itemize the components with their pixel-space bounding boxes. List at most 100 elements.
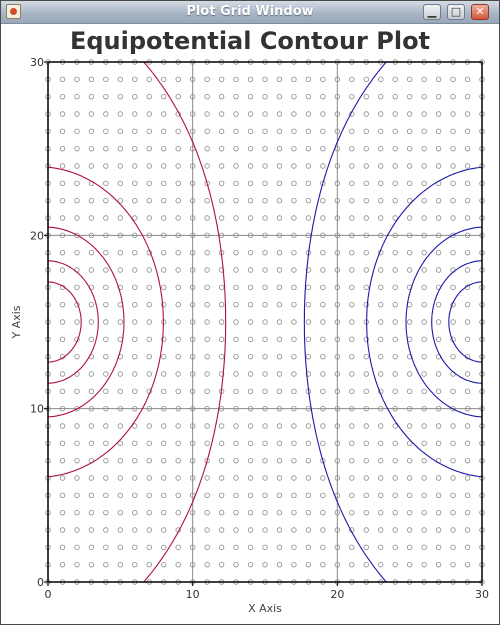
grid-point-marker	[305, 457, 312, 464]
grid-point-marker	[204, 197, 210, 204]
grid-point-marker	[189, 561, 196, 568]
grid-point-marker	[305, 475, 312, 481]
grid-point-marker	[175, 180, 181, 187]
grid-point-marker	[132, 440, 138, 447]
grid-point-marker	[189, 267, 196, 273]
grid-point-marker	[392, 353, 398, 360]
grid-point-marker	[276, 423, 283, 429]
grid-point-marker	[276, 457, 283, 464]
grid-point-marker	[59, 163, 66, 169]
grid-point-marker	[74, 388, 80, 395]
grid-point-marker	[132, 336, 138, 343]
grid-point-marker	[117, 405, 124, 412]
grid-point-marker	[132, 319, 138, 325]
grid-point-marker	[117, 111, 124, 117]
grid-point-marker	[88, 249, 95, 256]
grid-point-marker	[291, 76, 297, 83]
grid-point-marker	[146, 509, 152, 516]
grid-point-marker	[233, 353, 239, 360]
grid-point-marker	[74, 76, 80, 83]
grid-point-marker	[349, 284, 355, 291]
grid-point-marker	[247, 111, 254, 117]
grid-point-marker	[406, 475, 413, 481]
grid-point-marker	[189, 111, 196, 117]
grid-point-marker	[146, 145, 152, 152]
grid-point-marker	[233, 145, 239, 152]
grid-point-marker	[88, 440, 95, 447]
grid-point-marker	[262, 111, 268, 117]
grid-point-marker	[363, 145, 369, 152]
grid-point-marker	[421, 180, 427, 187]
grid-point-marker	[450, 492, 456, 499]
grid-point-marker	[132, 232, 138, 239]
java-app-icon[interactable]	[6, 4, 21, 19]
grid-point-marker	[378, 492, 384, 499]
grid-point-marker	[103, 163, 109, 169]
grid-point-marker	[363, 128, 369, 135]
grid-point-marker	[435, 76, 442, 83]
grid-point-marker	[450, 544, 456, 551]
grid-point-marker	[276, 301, 283, 308]
grid-point-marker	[146, 561, 152, 568]
grid-point-marker	[117, 128, 124, 135]
grid-point-marker	[88, 561, 95, 568]
grid-point-marker	[161, 440, 167, 447]
grid-point-marker	[363, 371, 369, 377]
grid-point-marker	[450, 163, 456, 169]
grid-point-marker	[276, 215, 283, 221]
grid-point-marker	[59, 440, 66, 447]
grid-point-marker	[305, 492, 312, 499]
grid-point-marker	[233, 163, 239, 169]
grid-point-marker	[189, 405, 196, 412]
grid-point-marker	[320, 128, 326, 135]
maximize-button[interactable]: □	[447, 4, 465, 20]
grid-point-marker	[204, 440, 210, 447]
grid-point-marker	[435, 371, 442, 377]
grid-point-marker	[406, 371, 413, 377]
minimize-button[interactable]: ▁	[423, 4, 441, 20]
grid-point-marker	[464, 371, 471, 377]
close-button[interactable]: ✕	[471, 4, 489, 20]
grid-point-marker	[378, 232, 384, 239]
grid-point-marker	[378, 544, 384, 551]
grid-point-marker	[204, 111, 210, 117]
grid-point-marker	[305, 509, 312, 516]
grid-point-marker	[421, 544, 427, 551]
grid-point-marker	[435, 197, 442, 204]
grid-point-marker	[276, 111, 283, 117]
grid-point-marker	[233, 319, 239, 325]
grid-point-marker	[349, 336, 355, 343]
grid-point-marker	[189, 249, 196, 256]
grid-point-marker	[146, 527, 152, 533]
grid-point-marker	[421, 76, 427, 83]
grid-point-marker	[349, 145, 355, 152]
grid-point-marker	[233, 371, 239, 377]
grid-point-marker	[291, 371, 297, 377]
title-bar[interactable]: Plot Grid Window ▁ □ ✕	[1, 1, 499, 24]
grid-point-marker	[320, 93, 326, 100]
grid-point-marker	[218, 544, 225, 551]
grid-point-marker	[175, 509, 181, 516]
contour-lines	[47, 61, 483, 583]
grid-point-marker	[276, 475, 283, 481]
grid-point-marker	[305, 544, 312, 551]
grid-point-marker	[189, 388, 196, 395]
grid-point-marker	[74, 215, 80, 221]
grid-point-marker	[305, 215, 312, 221]
grid-point-marker	[334, 267, 341, 273]
grid-point-marker	[103, 388, 109, 395]
grid-point-marker	[378, 423, 384, 429]
grid-point-marker	[262, 561, 268, 568]
grid-point-marker	[464, 249, 471, 256]
grid-point-marker	[103, 319, 109, 325]
grid-point-marker	[305, 111, 312, 117]
grid-point-marker	[233, 215, 239, 221]
grid-point-marker	[247, 388, 254, 395]
grid-point-marker	[334, 128, 341, 135]
grid-point-marker	[421, 267, 427, 273]
grid-point-marker	[421, 440, 427, 447]
grid-point-marker	[132, 76, 138, 83]
grid-point-marker	[276, 128, 283, 135]
grid-point-marker	[464, 76, 471, 83]
grid-point-marker	[406, 76, 413, 83]
